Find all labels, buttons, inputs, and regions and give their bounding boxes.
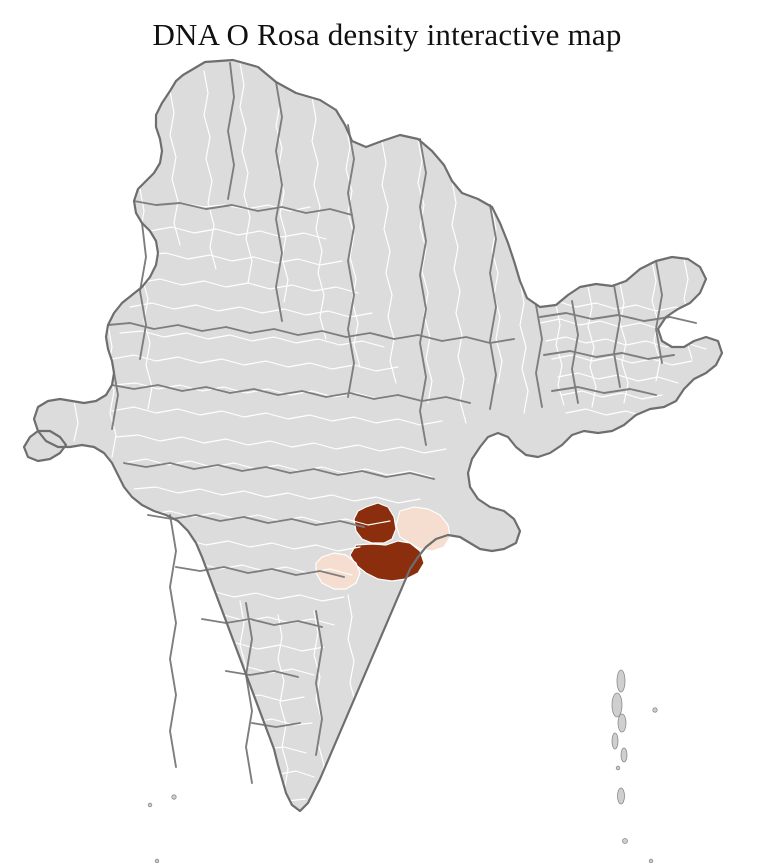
district-high-south[interactable] bbox=[349, 540, 425, 582]
district-boundaries-layer bbox=[73, 62, 707, 816]
india-choropleth-map[interactable] bbox=[0, 55, 774, 863]
district-high-north[interactable] bbox=[353, 502, 397, 544]
india-landmass bbox=[34, 60, 722, 811]
india-outline bbox=[32, 58, 724, 813]
landmass-layer bbox=[24, 60, 722, 811]
highlighted-districts-layer[interactable] bbox=[315, 502, 451, 590]
lakshadweep-islands bbox=[147, 794, 177, 863]
country-outline-layer bbox=[22, 58, 724, 813]
page-title: DNA O Rosa density interactive map bbox=[152, 17, 622, 52]
map-canvas[interactable] bbox=[0, 55, 774, 863]
kutch-peninsula bbox=[24, 431, 66, 461]
kutch-outline bbox=[22, 429, 68, 463]
andaman-nicobar-islands bbox=[611, 669, 658, 863]
